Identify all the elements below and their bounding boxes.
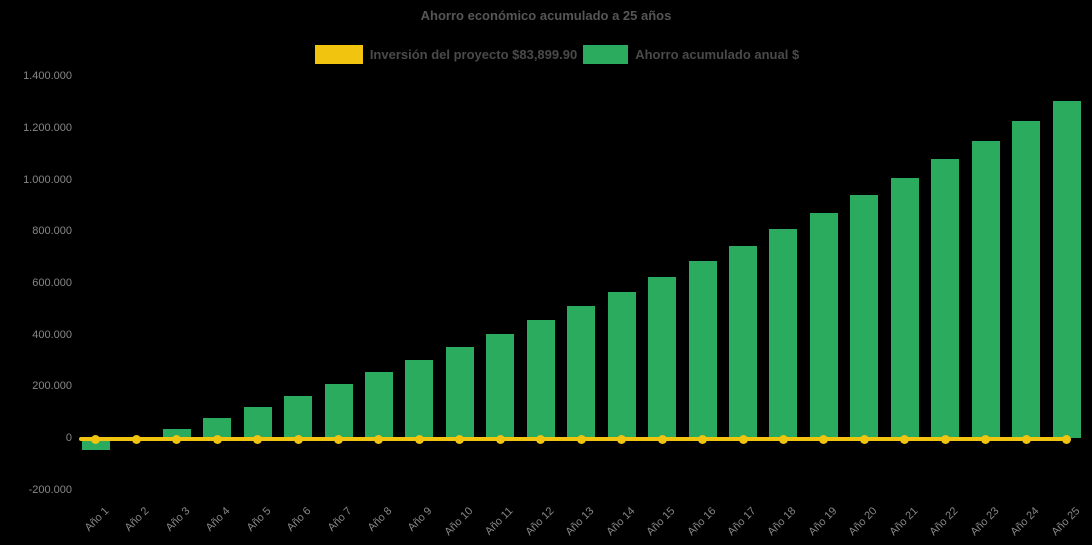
line-point-año-17[interactable]: [738, 434, 748, 444]
line-point-año-5[interactable]: [253, 434, 263, 444]
bar-año-21[interactable]: [890, 177, 919, 438]
x-axis-label: Año 21: [887, 505, 921, 539]
line-point-año-20[interactable]: [859, 434, 869, 444]
bar-año-3[interactable]: [162, 429, 191, 438]
line-point-año-7[interactable]: [334, 434, 343, 444]
x-axis-label: Año 6: [284, 505, 314, 534]
chart-title: Ahorro económico acumulado a 25 años: [420, 8, 672, 23]
y-axis-label: 1.200.000: [23, 121, 72, 134]
x-axis-label: Año 24: [1008, 505, 1042, 539]
bar-año-23[interactable]: [971, 140, 1000, 438]
line-point-año-9[interactable]: [414, 434, 424, 444]
y-axis-label: -200.000: [28, 483, 72, 496]
x-axis-label: Año 13: [563, 505, 597, 539]
legend: Inversión del proyecto $83,899.90 Ahorro…: [11, 45, 1092, 64]
x-axis-label: Año 3: [163, 505, 193, 534]
line-point-año-16[interactable]: [698, 434, 708, 444]
x-axis-label: Año 25: [1048, 505, 1083, 539]
x-axis-label: Año 8: [365, 505, 395, 534]
x-axis-label: Año 7: [325, 505, 354, 534]
y-axis-label: 1.000.000: [23, 173, 72, 186]
line-point-año-24[interactable]: [1021, 434, 1031, 444]
bar-año-19[interactable]: [809, 212, 838, 438]
bar-año-10[interactable]: [445, 346, 474, 438]
bar-año-18[interactable]: [769, 229, 798, 438]
bar-año-11[interactable]: [486, 333, 515, 438]
x-axis-label: Año 23: [968, 505, 1002, 539]
legend-swatch-savings-icon: [583, 45, 629, 64]
bar-año-24[interactable]: [1012, 121, 1041, 438]
line-point-año-15[interactable]: [657, 434, 667, 444]
bar-año-22[interactable]: [931, 159, 960, 438]
x-axis-label: Año 1: [82, 505, 112, 534]
line-point-año-1[interactable]: [91, 434, 101, 444]
line-point-año-11[interactable]: [495, 434, 505, 444]
line-point-año-8[interactable]: [374, 434, 384, 444]
x-axis-label: Año 4: [203, 505, 233, 534]
y-axis-label: 200.000: [32, 380, 72, 393]
line-point-año-2[interactable]: [131, 434, 141, 444]
y-axis-label: 800.000: [32, 225, 72, 238]
x-axis-label: Año 17: [725, 505, 759, 539]
x-axis-label: Año 10: [442, 505, 476, 539]
legend-swatch-investment-icon: [314, 45, 363, 64]
bar-año-13[interactable]: [567, 305, 596, 438]
bar-año-6[interactable]: [284, 395, 313, 438]
x-axis-label: Año 14: [603, 505, 638, 539]
line-point-año-10[interactable]: [455, 434, 465, 444]
line-point-año-3[interactable]: [172, 434, 182, 444]
x-axis-label: Año 2: [122, 505, 152, 534]
line-point-año-12[interactable]: [536, 434, 546, 444]
x-axis-label: Año 19: [806, 505, 840, 539]
line-point-año-6[interactable]: [293, 434, 303, 444]
legend-item-savings[interactable]: Ahorro acumulado anual $: [583, 45, 799, 64]
legend-label-savings: Ahorro acumulado anual $: [635, 47, 800, 62]
legend-item-investment[interactable]: Inversión del proyecto $83,899.90: [314, 45, 578, 64]
bar-año-12[interactable]: [526, 319, 555, 438]
bar-año-5[interactable]: [243, 407, 272, 438]
x-axis-label: Año 16: [684, 505, 719, 539]
legend-label-investment: Inversión del proyecto $83,899.90: [369, 47, 578, 62]
bar-año-14[interactable]: [607, 291, 636, 438]
y-axis-label: 0: [65, 432, 72, 444]
bar-año-1[interactable]: [81, 438, 110, 450]
bar-año-16[interactable]: [688, 261, 717, 438]
line-point-año-19[interactable]: [819, 434, 829, 444]
line-point-año-21[interactable]: [900, 434, 910, 444]
x-axis-label: Año 5: [244, 505, 274, 534]
bar-año-8[interactable]: [364, 372, 393, 438]
line-point-año-18[interactable]: [778, 434, 788, 444]
x-axis-label: Año 20: [846, 505, 880, 539]
investment-line: [79, 437, 1069, 441]
bar-año-17[interactable]: [729, 245, 757, 438]
bar-año-15[interactable]: [648, 276, 677, 438]
x-axis-label: Año 22: [927, 505, 961, 539]
line-point-año-23[interactable]: [981, 434, 991, 444]
bar-año-25[interactable]: [1052, 101, 1081, 438]
x-axis-label: Año 12: [523, 505, 557, 539]
y-axis-label: 400.000: [32, 328, 72, 341]
x-axis-label: Año 15: [644, 505, 678, 539]
line-point-año-13[interactable]: [576, 434, 586, 444]
bar-año-20[interactable]: [850, 195, 879, 438]
bar-año-4[interactable]: [203, 418, 232, 438]
y-axis-label: 600.000: [32, 276, 72, 289]
line-point-año-22[interactable]: [940, 434, 950, 444]
line-point-año-25[interactable]: [1062, 434, 1072, 444]
bar-año-7[interactable]: [324, 384, 353, 438]
bar-año-9[interactable]: [405, 359, 434, 438]
line-point-año-14[interactable]: [617, 434, 627, 444]
y-axis-label: 1.400.000: [23, 70, 72, 83]
x-axis-label: Año 18: [765, 505, 799, 539]
line-point-año-4[interactable]: [212, 434, 222, 444]
x-axis-label: Año 9: [406, 505, 435, 534]
x-axis-label: Año 11: [483, 505, 516, 538]
